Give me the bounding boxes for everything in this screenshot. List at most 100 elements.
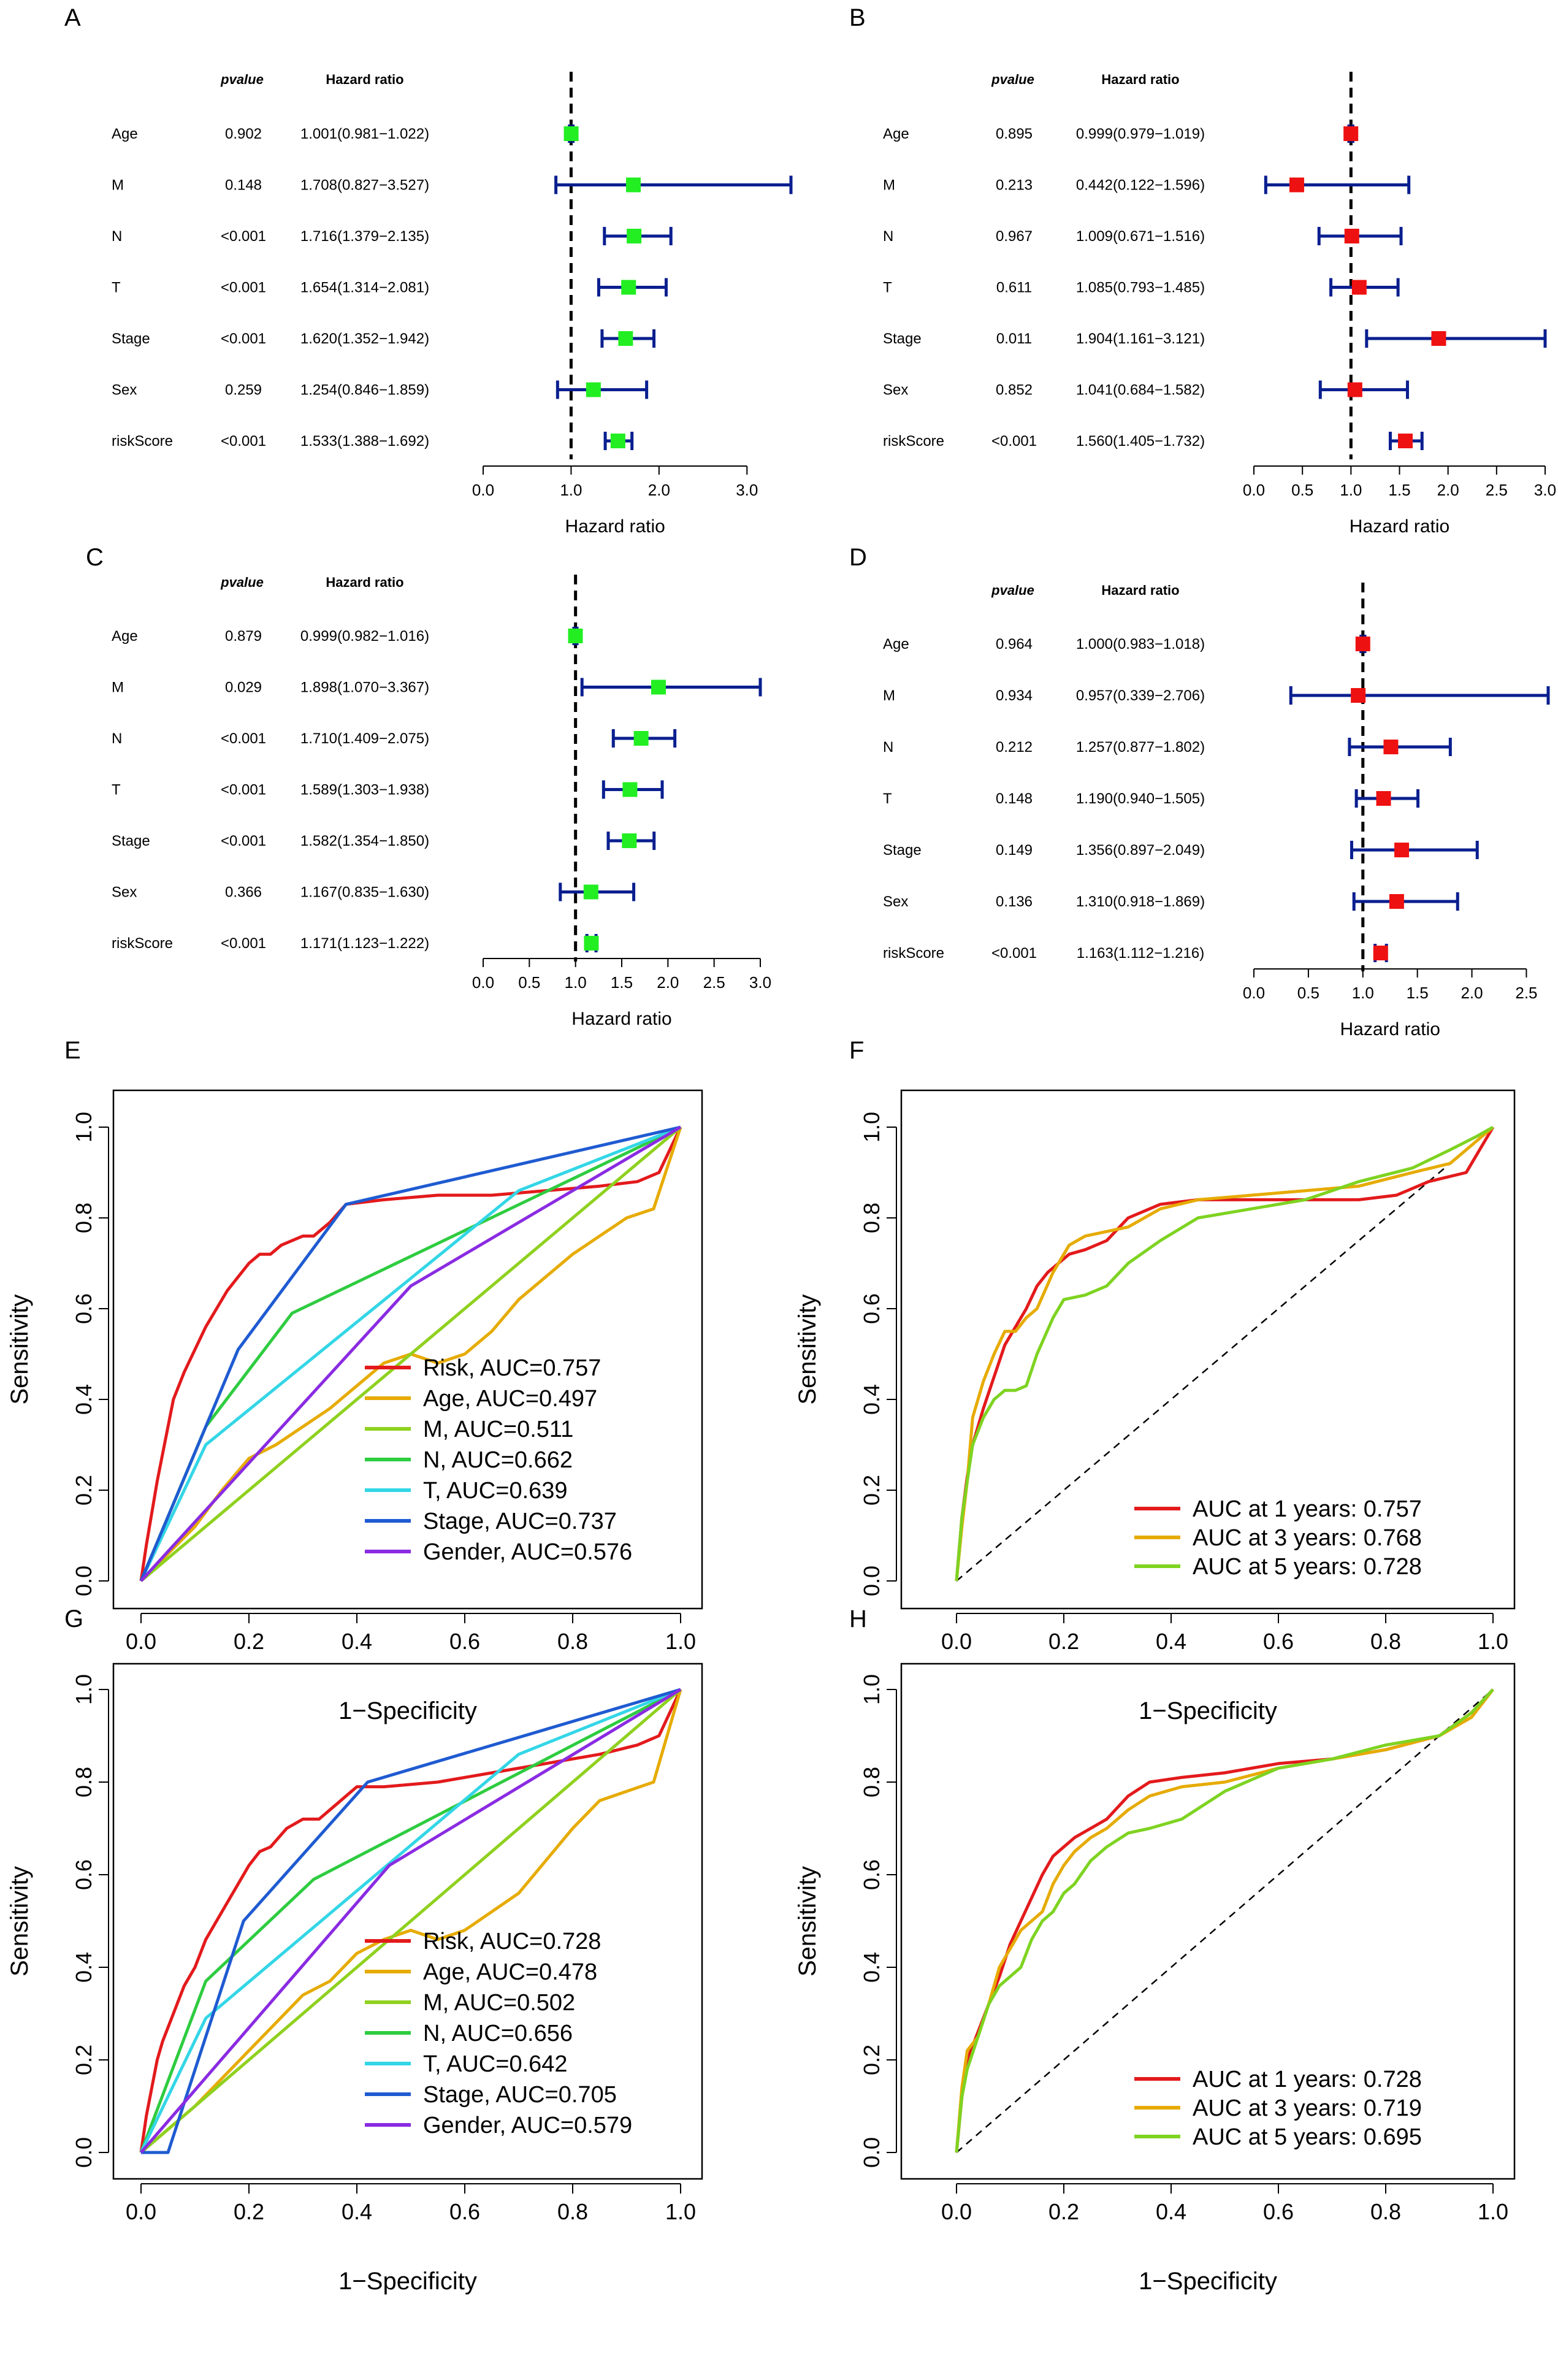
panel-label: E — [64, 1037, 81, 1064]
x-tick-label: 0.4 — [1156, 2199, 1186, 2224]
legend-entry: M, AUC=0.511 — [423, 1417, 573, 1442]
plot-frame — [900, 1089, 1516, 1610]
hazard-ratio-marker — [584, 936, 599, 951]
row-label: Stage — [112, 331, 150, 347]
row-hazard-ratio: 1.708(0.827−3.527) — [300, 177, 429, 194]
roc-curve-4 — [139, 1688, 682, 2153]
x-tick-label: 0.5 — [1291, 481, 1313, 499]
row-label: Sex — [883, 893, 908, 910]
x-tick-label: 0.0 — [941, 2199, 972, 2224]
row-pvalue: <0.001 — [221, 228, 266, 245]
y-tick-label: 1.0 — [859, 1112, 884, 1142]
x-tick-label: 0.8 — [557, 2199, 588, 2224]
y-tick-label: 0.8 — [859, 1203, 884, 1233]
row-hazard-ratio: 1.085(0.793−1.485) — [1076, 280, 1205, 296]
x-tick-label: 0.2 — [1048, 1629, 1079, 1654]
hazard-ratio-marker — [621, 280, 636, 295]
x-tick-label: 0.0 — [1243, 984, 1265, 1002]
row-hazard-ratio: 0.442(0.122−1.596) — [1076, 177, 1205, 194]
legend-entry: Age, AUC=0.478 — [423, 1959, 597, 1985]
y-tick-label: 0.2 — [71, 1475, 96, 1506]
plot-frame — [112, 1663, 703, 2180]
x-tick-label: 3.0 — [749, 973, 771, 992]
panel-label: C — [86, 544, 104, 571]
row-pvalue: <0.001 — [991, 945, 1037, 962]
y-tick-label: 1.0 — [71, 1112, 96, 1142]
legend-entry: AUC at 5 years: 0.695 — [1193, 2124, 1422, 2150]
legend-entry: Risk, AUC=0.728 — [423, 1929, 601, 1954]
row-label: M — [883, 177, 895, 194]
x-tick-label: 1.0 — [560, 481, 582, 499]
x-axis-title: 1−Specificity — [338, 2268, 477, 2295]
x-tick-label: 0.8 — [1370, 1629, 1401, 1654]
row-pvalue: 0.879 — [225, 628, 262, 645]
x-axis-title: 1−Specificity — [1139, 1697, 1277, 1724]
x-tick-label: 0.0 — [472, 973, 494, 992]
row-label: Age — [112, 126, 138, 142]
roc-curve-2 — [140, 1689, 682, 2154]
row-label: N — [112, 228, 122, 245]
row-pvalue: 0.895 — [996, 126, 1033, 142]
hazard-ratio-marker — [1351, 688, 1366, 703]
hazard-ratio-marker — [586, 382, 601, 397]
hazard-ratio-marker — [1394, 843, 1410, 857]
y-tick-label: 0.4 — [859, 1952, 884, 1983]
x-tick-label: 0.2 — [234, 1629, 264, 1654]
x-tick-label: 1.5 — [611, 973, 633, 992]
x-axis-title: Hazard ratio — [571, 1009, 671, 1029]
diagonal-reference-line — [956, 1127, 1494, 1582]
y-axis-title: Sensitivity — [794, 1866, 821, 1976]
row-label: riskScore — [112, 935, 173, 952]
row-pvalue: 0.611 — [996, 280, 1032, 296]
legend-entry: AUC at 3 years: 0.719 — [1193, 2095, 1422, 2121]
hazard-ratio-marker — [1376, 791, 1391, 806]
legend-entry: Gender, AUC=0.579 — [423, 2113, 632, 2138]
row-label: Sex — [112, 382, 137, 399]
row-label: M — [112, 177, 124, 194]
roc-curve-7 — [140, 1688, 682, 2154]
hazard-ratio-marker — [1344, 229, 1359, 243]
row-label: N — [883, 739, 893, 756]
panel-label: D — [849, 544, 867, 571]
hazard-ratio-marker — [1431, 331, 1446, 346]
y-tick-label: 1.0 — [71, 1674, 96, 1705]
row-label: Age — [883, 636, 909, 652]
row-pvalue: 0.964 — [996, 636, 1033, 652]
x-tick-label: 1.0 — [1340, 481, 1362, 499]
column-header-hazard-ratio: Hazard ratio — [1101, 583, 1179, 598]
legend-entry: Stage, AUC=0.705 — [423, 2082, 617, 2108]
x-axis-title: Hazard ratio — [565, 516, 665, 537]
roc-curve-5 — [139, 1125, 681, 1582]
roc-curve-1 — [955, 1126, 1495, 1582]
x-tick-label: 2.5 — [1515, 984, 1537, 1002]
diagonal-reference-line — [956, 1689, 1494, 2153]
row-hazard-ratio: 1.533(1.388−1.692) — [300, 433, 429, 450]
legend-entry: N, AUC=0.662 — [423, 1447, 573, 1473]
y-tick-label: 0.2 — [859, 2045, 884, 2075]
row-label: riskScore — [112, 433, 173, 450]
row-label: Stage — [883, 842, 922, 859]
row-pvalue: 0.259 — [225, 382, 262, 399]
row-pvalue: 0.967 — [996, 228, 1033, 245]
x-axis-title: 1−Specificity — [338, 1697, 477, 1724]
roc-plot-e: E 0.0 0.2 0.4 0.6 0.8 1.0 1−Specificity 0.0 0.2 0.… — [6, 1037, 703, 1724]
row-pvalue: <0.001 — [221, 730, 266, 747]
hazard-ratio-marker — [627, 229, 642, 243]
row-label: N — [112, 730, 122, 747]
x-tick-label: 2.5 — [703, 973, 725, 992]
y-tick-label: 0.6 — [859, 1293, 884, 1324]
y-tick-label: 1.0 — [859, 1674, 884, 1705]
row-label: Sex — [112, 884, 137, 901]
x-tick-label: 1.0 — [1352, 984, 1374, 1002]
column-header-hazard-ratio: Hazard ratio — [326, 575, 403, 590]
x-tick-label: 2.0 — [1437, 481, 1459, 499]
x-axis-title: 1−Specificity — [1139, 2268, 1277, 2295]
y-tick-label: 0.8 — [859, 1767, 884, 1797]
row-hazard-ratio: 1.167(0.835−1.630) — [300, 884, 429, 901]
x-tick-label: 0.8 — [1370, 2199, 1401, 2224]
plot-frame — [112, 1089, 703, 1610]
column-header-hazard-ratio: Hazard ratio — [1101, 72, 1179, 87]
